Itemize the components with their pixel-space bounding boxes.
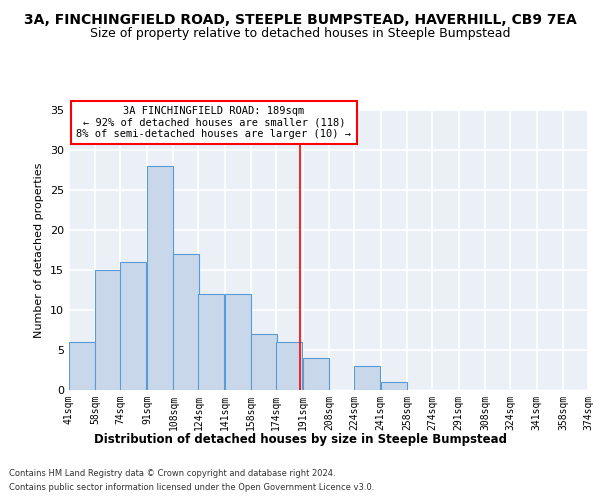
Bar — [381, 382, 407, 390]
Bar — [95, 270, 122, 390]
Y-axis label: Number of detached properties: Number of detached properties — [34, 162, 44, 338]
Text: Distribution of detached houses by size in Steeple Bumpstead: Distribution of detached houses by size … — [94, 432, 506, 446]
Bar — [121, 262, 146, 390]
Text: Contains HM Land Registry data © Crown copyright and database right 2024.: Contains HM Land Registry data © Crown c… — [9, 468, 335, 477]
Bar — [354, 366, 380, 390]
Text: Contains public sector information licensed under the Open Government Licence v3: Contains public sector information licen… — [9, 484, 374, 492]
Bar — [69, 342, 95, 390]
Text: 3A, FINCHINGFIELD ROAD, STEEPLE BUMPSTEAD, HAVERHILL, CB9 7EA: 3A, FINCHINGFIELD ROAD, STEEPLE BUMPSTEA… — [23, 12, 577, 26]
Bar — [199, 294, 224, 390]
Bar — [276, 342, 302, 390]
Text: Size of property relative to detached houses in Steeple Bumpstead: Size of property relative to detached ho… — [90, 28, 510, 40]
Bar — [173, 254, 199, 390]
Bar — [303, 358, 329, 390]
Bar — [225, 294, 251, 390]
Text: 3A FINCHINGFIELD ROAD: 189sqm
← 92% of detached houses are smaller (118)
8% of s: 3A FINCHINGFIELD ROAD: 189sqm ← 92% of d… — [76, 106, 352, 139]
Bar — [251, 334, 277, 390]
Bar — [147, 166, 173, 390]
